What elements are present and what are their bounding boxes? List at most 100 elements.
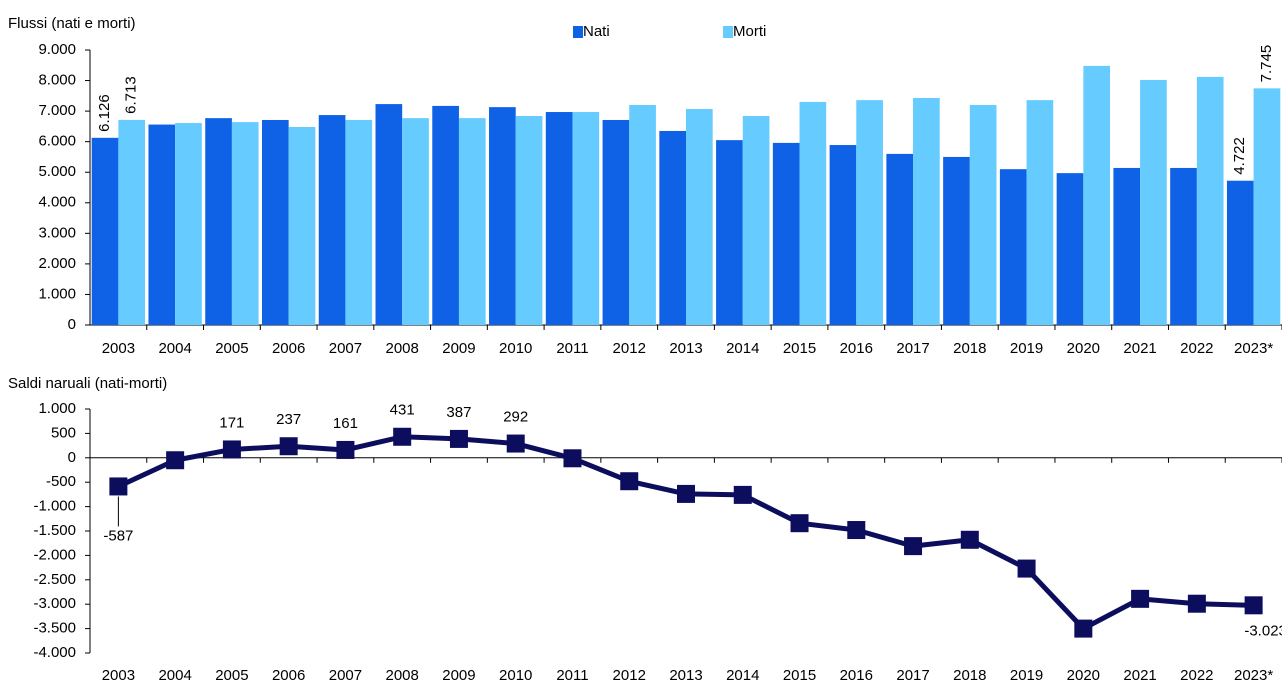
marker (1017, 559, 1036, 578)
value-label: 7.745 (1258, 45, 1275, 83)
marker (847, 521, 866, 540)
bar (629, 105, 656, 325)
marker (790, 514, 809, 533)
y-tick-label: 3.000 (38, 224, 76, 241)
bar (969, 105, 997, 325)
bar (1196, 76, 1224, 325)
bar (432, 105, 459, 326)
x-tick-label: 2007 (329, 667, 362, 684)
y-tick-label: 7.000 (38, 102, 76, 119)
y-tick-label: 5.000 (38, 163, 76, 180)
x-tick-label: 2004 (158, 667, 191, 684)
bar (829, 145, 857, 325)
bar (1056, 173, 1084, 325)
bar (175, 123, 202, 326)
y-tick-label: -2.000 (33, 546, 76, 563)
x-tick-label: 2003 (102, 667, 135, 684)
x-tick-label: 2014 (726, 667, 759, 684)
bar (856, 100, 883, 325)
x-tick-label: 2015 (783, 340, 816, 357)
y-tick-label: -1.500 (33, 522, 76, 539)
bar (231, 122, 259, 325)
bar (602, 119, 630, 325)
line (117, 434, 1254, 632)
y-tick-label: 2.000 (38, 255, 76, 272)
x-tick-label: 2008 (386, 340, 419, 357)
marker (449, 429, 468, 448)
bar (205, 118, 232, 325)
value-label: 6.126 (96, 94, 113, 132)
x-tick-label: 2017 (896, 667, 929, 684)
marker (1074, 619, 1093, 638)
y-tick-label: 8.000 (38, 72, 76, 89)
bar (1226, 180, 1254, 325)
y-tick-label: -3.500 (33, 620, 76, 637)
x-tick-label: 2009 (442, 340, 475, 357)
x-tick-label: 2023* (1234, 667, 1273, 684)
bar (1083, 65, 1111, 325)
bar (1170, 167, 1197, 325)
x-tick-label: 2022 (1180, 667, 1213, 684)
bar (489, 107, 516, 325)
value-label: 237 (276, 411, 301, 428)
x-tick-label: 2022 (1180, 340, 1213, 357)
value-label: 292 (503, 409, 528, 426)
x-tick-label: 2011 (556, 340, 588, 357)
marker (109, 477, 128, 496)
value-label: 171 (219, 414, 244, 431)
marker (1187, 594, 1206, 613)
marker (904, 537, 923, 556)
x-tick-label: 2003 (102, 340, 135, 357)
chart-title: Flussi (nati e morti) (8, 15, 136, 32)
value-label: -587 (103, 527, 133, 544)
x-tick-label: 2020 (1067, 667, 1100, 684)
x-tick-label: 2018 (953, 667, 986, 684)
x-tick-label: 2014 (726, 340, 759, 357)
x-tick-label: 2009 (442, 667, 475, 684)
marker (733, 485, 752, 504)
x-tick-label: 2015 (783, 667, 816, 684)
bar (943, 156, 970, 325)
x-tick-label: 2023* (1234, 340, 1273, 357)
bar (572, 112, 600, 326)
x-tick-label: 2006 (272, 340, 305, 357)
value-label: 4.722 (1231, 137, 1248, 175)
bar (91, 137, 119, 325)
bar (402, 118, 429, 325)
bar (913, 97, 940, 325)
x-tick-label: 2007 (329, 340, 362, 357)
x-tick-label: 2017 (896, 340, 929, 357)
x-tick-label: 2006 (272, 667, 305, 684)
y-tick-label: 4.000 (38, 194, 76, 211)
legend-label: Morti (733, 23, 766, 40)
y-tick-label: 0 (68, 316, 76, 333)
y-tick-label: -3.000 (33, 595, 76, 612)
bar (458, 118, 486, 325)
legend-swatch (573, 26, 583, 38)
bar (686, 108, 713, 325)
x-tick-label: 2012 (613, 340, 646, 357)
marker (166, 451, 185, 470)
marker (336, 440, 355, 459)
bar (742, 116, 770, 325)
x-tick-label: 2013 (669, 667, 702, 684)
x-tick-label: 2016 (840, 340, 873, 357)
marker (960, 530, 979, 549)
x-tick-label: 2019 (1010, 340, 1043, 357)
y-tick-label: -2.500 (33, 571, 76, 588)
bar (659, 130, 686, 325)
y-tick-label: 1.000 (38, 400, 76, 417)
value-label: 431 (390, 402, 415, 419)
chart-title: Saldi naruali (nati-morti) (8, 375, 167, 392)
bar (716, 140, 743, 325)
bar (886, 153, 914, 325)
bar (318, 115, 346, 325)
bar (515, 116, 543, 325)
bar (1253, 88, 1281, 325)
x-tick-label: 2016 (840, 667, 873, 684)
x-tick-label: 2021 (1123, 340, 1156, 357)
legend-swatch (723, 26, 733, 38)
marker (393, 427, 412, 446)
bar (261, 119, 289, 325)
